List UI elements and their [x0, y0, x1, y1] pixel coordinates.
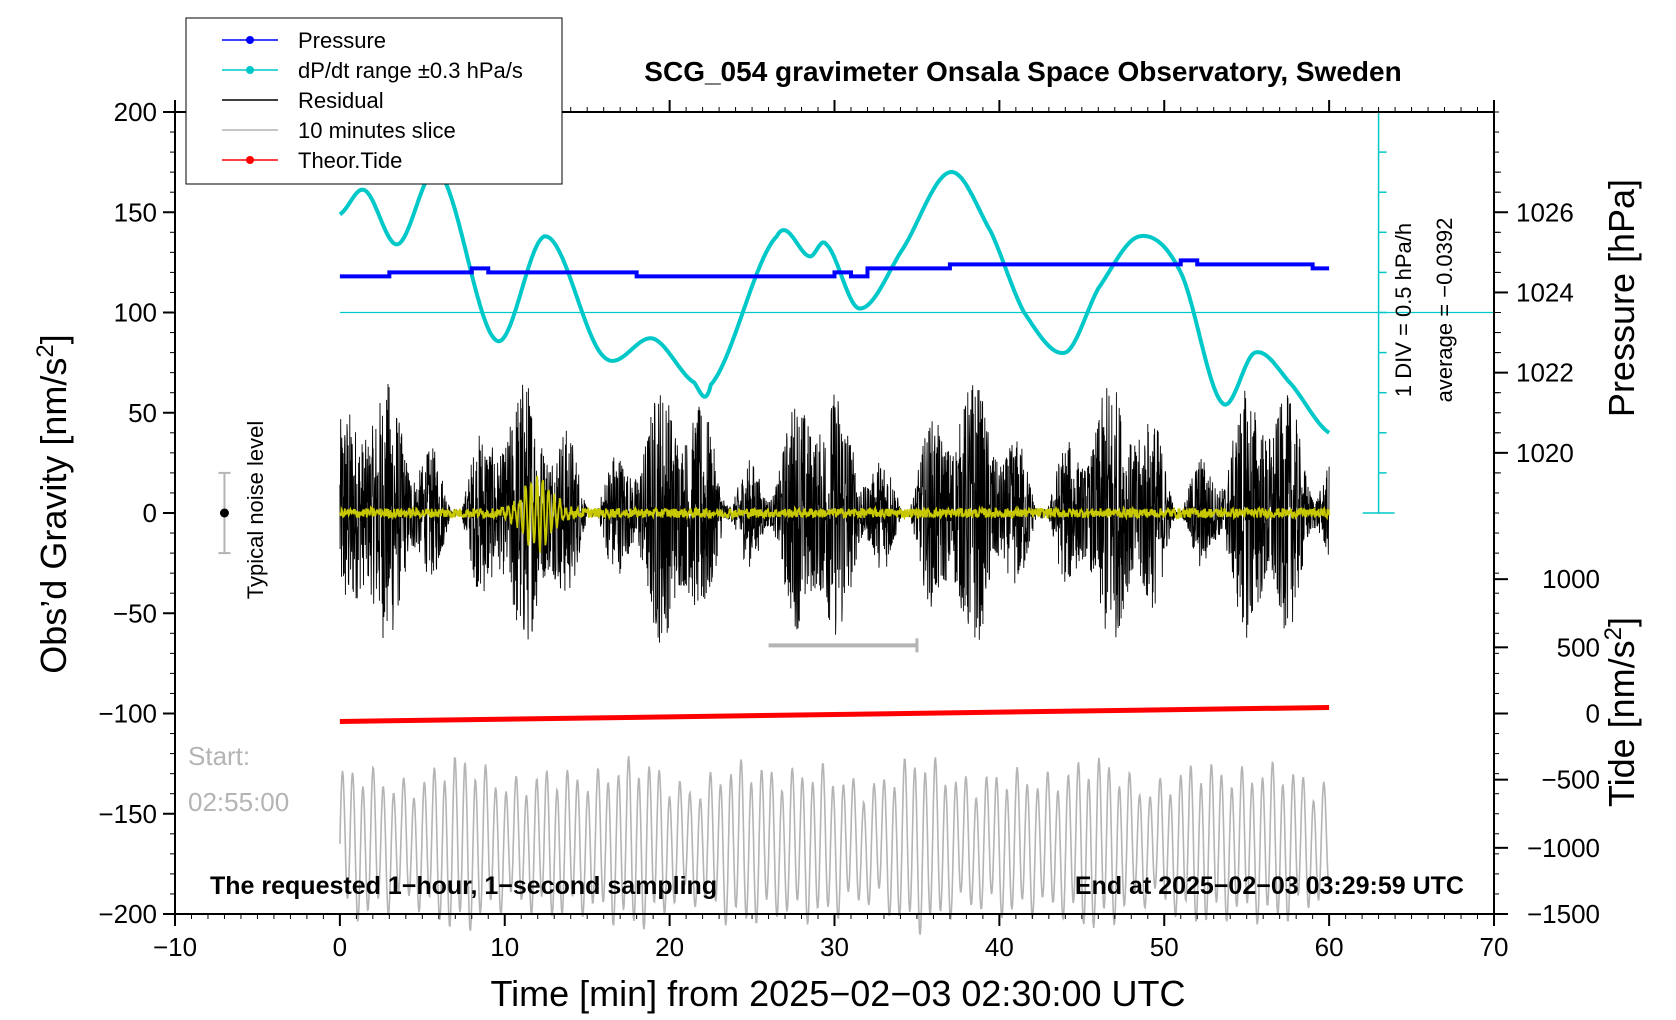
legend-marker — [246, 36, 254, 44]
tide-tick-label: 0 — [1586, 699, 1600, 729]
pressure-axis-label: Pressure [hPa] — [1601, 179, 1642, 417]
pressure-tick-label: 1020 — [1516, 438, 1574, 468]
tide-tick-label: −1500 — [1527, 899, 1600, 929]
legend-marker — [246, 66, 254, 74]
legend-label: Pressure — [298, 28, 386, 53]
tide-tick-label: −500 — [1541, 765, 1600, 795]
x-tick-label: 10 — [490, 932, 519, 962]
scale-division-label: 1 DIV = 0.5 hPa/h — [1391, 223, 1416, 397]
scale-average-label: average = −0.0392 — [1432, 218, 1457, 403]
legend-marker — [246, 156, 254, 164]
x-tick-label: 20 — [655, 932, 684, 962]
pressure-tick-label: 1026 — [1516, 197, 1574, 227]
noise-level-label: Typical noise level — [243, 421, 268, 600]
y-tick-label: 150 — [114, 197, 157, 227]
noise-level-dot — [219, 508, 229, 518]
legend-items: Pressure dP/dt range ±0.3 hPa/s Residual 10… — [222, 28, 523, 173]
legend-label: dP/dt range ±0.3 hPa/s — [298, 58, 523, 83]
x-tick-label: 40 — [985, 932, 1014, 962]
x-tick-label: 70 — [1480, 932, 1509, 962]
10-minute-slice-line — [339, 756, 1330, 935]
axes-layer: −10 0 10 20 30 40 50 60 70200150100500−50−100−15… — [98, 97, 1600, 962]
chart-title: SCG_054 gravimeter Onsala Space Observat… — [644, 56, 1401, 87]
pressure-tick-label: 1022 — [1516, 358, 1574, 388]
pressure-line — [339, 258, 1330, 279]
sampling-note: The requested 1−hour, 1−second sampling — [210, 872, 717, 900]
legend-label: Residual — [298, 88, 384, 113]
x-tick-label: −10 — [153, 932, 197, 962]
plot-data-layer — [218, 111, 1494, 935]
y-tick-label: 50 — [128, 398, 157, 428]
x-axis-label: Time [min] from 2025−02−03 02:30:00 UTC — [490, 973, 1185, 1014]
tide-axis-label: Tide [nm/s2] — [1600, 617, 1643, 807]
x-tick-label: 30 — [820, 932, 849, 962]
legend: Pressure dP/dt range ±0.3 hPa/s Residual 10… — [185, 17, 563, 185]
x-tick-label: 50 — [1150, 932, 1179, 962]
tide-tick-label: 500 — [1557, 632, 1600, 662]
start-time: 02:55:00 — [188, 787, 289, 817]
y-tick-label: −100 — [98, 699, 157, 729]
y-tick-label: −200 — [98, 899, 157, 929]
y-tick-label: 200 — [114, 97, 157, 127]
legend-label: 10 minutes slice — [298, 118, 456, 143]
y-axis-label: Obs’d Gravity [nm/s2] — [32, 334, 75, 673]
residual-lowpass-line — [339, 475, 1330, 553]
y-tick-label: 100 — [114, 298, 157, 328]
tide-tick-label: −1000 — [1527, 833, 1600, 863]
tide-tick-label: 1000 — [1542, 564, 1600, 594]
theoretical-tide-line — [339, 704, 1330, 725]
y-tick-label: −150 — [98, 799, 157, 829]
x-tick-label: 60 — [1315, 932, 1344, 962]
y-tick-label: −50 — [113, 598, 157, 628]
x-tick-label: 0 — [333, 932, 347, 962]
dpdt-line — [338, 168, 1331, 435]
legend-label: Theor.Tide — [298, 148, 402, 173]
y-tick-label: 0 — [143, 498, 157, 528]
start-label: Start: — [188, 741, 250, 771]
end-time-note: End at 2025−02−03 03:29:59 UTC — [1075, 872, 1464, 900]
pressure-tick-label: 1024 — [1516, 277, 1574, 307]
